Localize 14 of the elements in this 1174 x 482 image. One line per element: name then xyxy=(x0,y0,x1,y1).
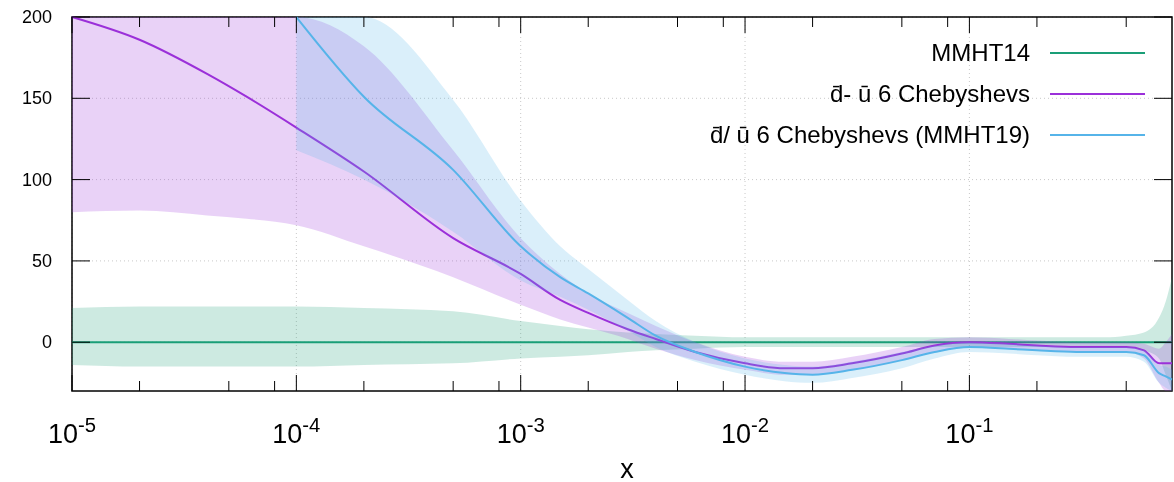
legend-label: d̄- ū 6 Chebyshevs xyxy=(829,80,1030,107)
legend-label: MMHT14 xyxy=(931,39,1030,66)
y-tick-label: 150 xyxy=(21,88,52,109)
y-tick-label: 0 xyxy=(41,332,52,353)
x-tick-label: 10$^{-1}$ xyxy=(945,414,994,449)
y-tick-label: 200 xyxy=(21,7,52,27)
x-tick-label: 10$^{-4}$ xyxy=(272,414,321,449)
x-tick-label: 10$^{-3}$ xyxy=(496,414,545,449)
legend-label: d̄/ ū 6 Chebyshevs (MMHT19) xyxy=(709,121,1030,148)
y-tick-label: 50 xyxy=(31,250,52,271)
y-tick-label: 100 xyxy=(21,169,52,190)
x-axis-title: x xyxy=(620,454,635,482)
x-tick-label: 10$^{-5}$ xyxy=(47,414,97,449)
x-tick-label: 10$^{-2}$ xyxy=(721,414,770,449)
